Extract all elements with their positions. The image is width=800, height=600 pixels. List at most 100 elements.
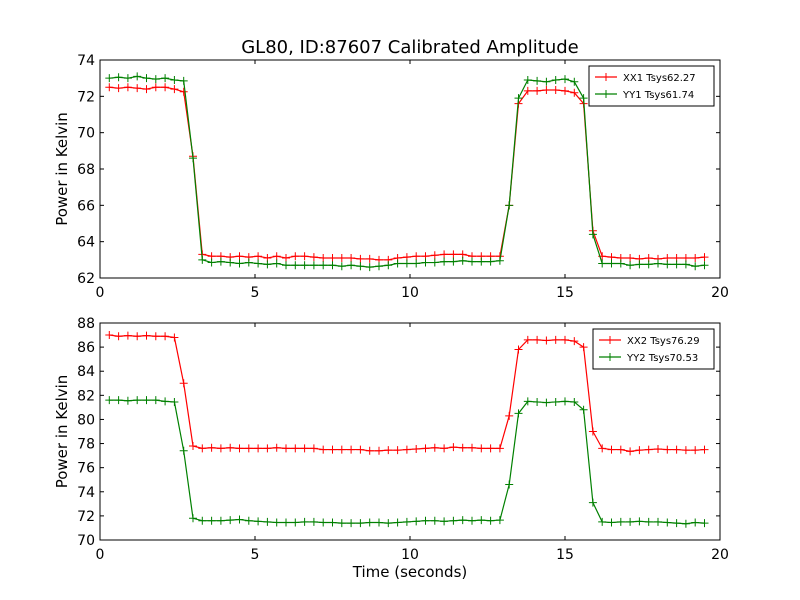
data-point	[505, 480, 514, 489]
data-point	[151, 332, 160, 341]
data-point	[235, 252, 244, 261]
data-point	[189, 154, 197, 163]
data-point	[309, 444, 318, 453]
y-tick-label: 70	[77, 126, 95, 142]
data-point	[319, 254, 328, 263]
data-point	[514, 94, 523, 103]
data-point	[672, 260, 681, 269]
data-point	[133, 72, 142, 81]
data-point	[263, 260, 272, 269]
x-tick-label: 10	[401, 285, 419, 301]
data-point	[430, 443, 439, 452]
y-axis-label: Power in Kelvin	[53, 375, 71, 489]
data-point	[402, 445, 411, 454]
x-tick-label: 20	[711, 547, 729, 563]
data-point	[170, 85, 179, 94]
data-point	[430, 251, 439, 260]
data-point	[179, 379, 188, 388]
data-point	[672, 445, 681, 454]
data-point	[319, 261, 328, 270]
legend-box	[592, 328, 715, 370]
data-point	[523, 397, 532, 406]
data-point	[626, 254, 635, 263]
data-point	[282, 254, 290, 263]
data-point	[123, 74, 132, 83]
x-tick-label: 5	[251, 547, 260, 563]
data-point	[486, 516, 495, 525]
data-point	[579, 405, 588, 414]
data-point	[319, 445, 328, 454]
data-point	[142, 396, 151, 405]
data-point	[282, 518, 290, 527]
x-tick-label: 20	[711, 285, 729, 301]
data-point	[616, 445, 625, 454]
data-point	[244, 258, 253, 267]
data-point	[533, 335, 542, 344]
data-point	[635, 446, 644, 455]
y-tick-label: 76	[77, 461, 95, 477]
data-point	[161, 83, 170, 92]
data-point	[114, 84, 123, 93]
y-tick-label: 84	[77, 364, 95, 380]
data-point	[635, 517, 644, 526]
y-tick-label: 78	[77, 437, 95, 453]
data-point	[328, 261, 337, 270]
data-point	[533, 397, 542, 406]
data-point	[421, 258, 430, 267]
data-point	[430, 258, 439, 267]
data-point	[449, 443, 458, 452]
plot-bottom: 0 5 10 15 20 70 72 74 76 78 80 82 84 86 88 Power in Kel…	[53, 316, 729, 563]
data-point	[458, 256, 467, 265]
data-point	[477, 516, 486, 525]
data-point	[235, 515, 244, 524]
data-point	[449, 257, 458, 266]
data-point	[523, 75, 532, 84]
data-point	[272, 252, 281, 261]
data-point	[681, 260, 690, 269]
legend-box	[588, 65, 715, 107]
plot-top: 0 5 10 15 20 62 64 66 68 70 72 74 Power in Kelvin XX1…	[53, 53, 729, 301]
data-point	[468, 516, 476, 525]
data-point	[505, 201, 514, 210]
data-point	[142, 74, 151, 83]
legend-marker	[602, 73, 610, 81]
legend-marker	[606, 336, 614, 344]
data-point	[337, 519, 346, 528]
y-tick-label: 72	[77, 89, 95, 105]
data-point	[486, 257, 495, 266]
data-point	[207, 516, 216, 525]
data-point	[551, 397, 560, 406]
data-point	[170, 75, 179, 84]
data-point	[579, 94, 588, 103]
legend-label: YY1 Tsys61.74	[622, 90, 694, 101]
data-point	[105, 74, 114, 83]
data-point	[421, 444, 430, 453]
y-tick-label: 74	[77, 53, 95, 69]
data-point	[337, 445, 346, 454]
data-point	[440, 250, 449, 259]
data-point	[616, 259, 625, 268]
data-point	[170, 397, 179, 406]
data-point	[514, 409, 523, 418]
data-point	[644, 517, 653, 526]
data-point	[123, 396, 132, 405]
y-tick-label: 80	[77, 412, 95, 428]
y-tick-label: 86	[77, 340, 95, 356]
data-point	[151, 83, 160, 92]
data-point	[123, 83, 132, 92]
y-tick-label: 68	[77, 162, 95, 178]
data-point	[570, 77, 579, 86]
data-point	[226, 443, 235, 452]
data-point	[300, 252, 309, 261]
data-point	[626, 261, 635, 270]
data-point	[319, 518, 328, 527]
data-point	[151, 396, 160, 405]
y-tick-label: 82	[77, 388, 95, 404]
x-tick-label: 0	[96, 547, 105, 563]
data-point	[542, 85, 551, 94]
data-point	[254, 444, 263, 453]
data-point	[542, 77, 551, 86]
data-point	[105, 396, 114, 405]
data-point	[384, 519, 393, 528]
